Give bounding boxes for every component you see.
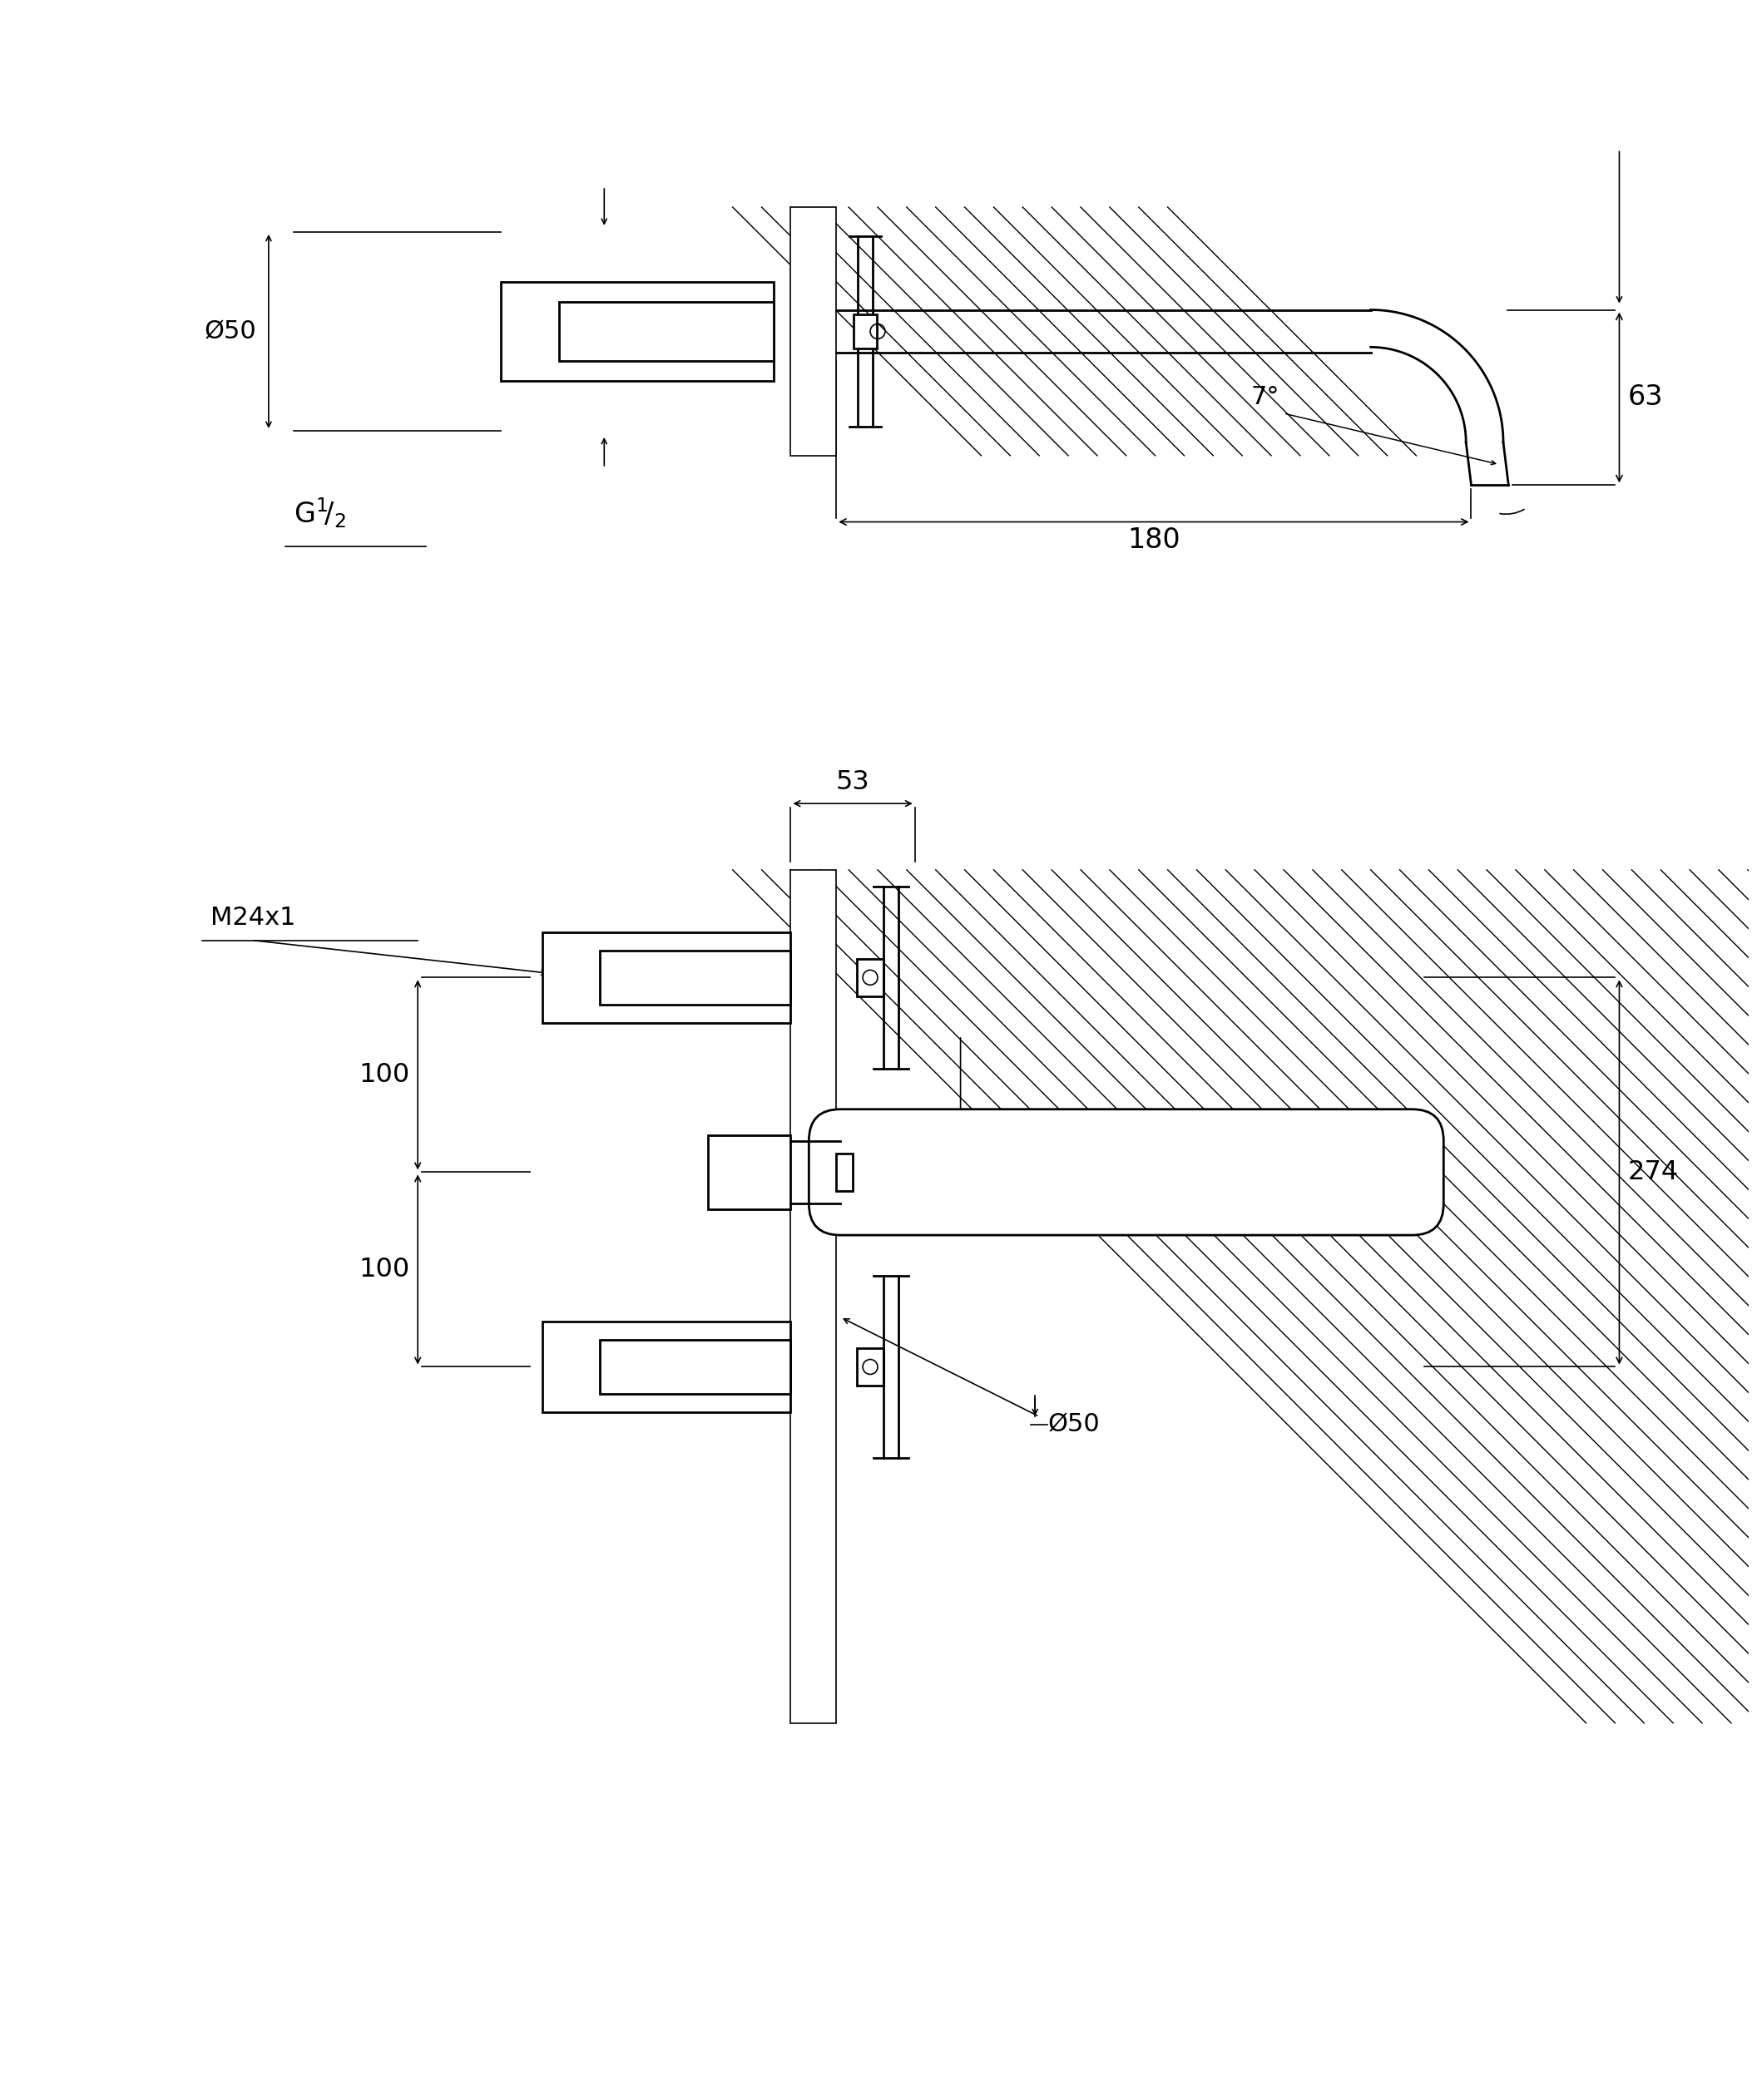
Bar [501,281,774,380]
Bar [790,869,836,1724]
Text: 100: 100 [359,1256,410,1283]
Text: 100: 100 [359,1063,410,1088]
Text: Ø50: Ø50 [1048,1413,1100,1436]
Text: 180: 180 [1127,525,1181,554]
Bar [853,315,876,349]
Bar [790,208,836,456]
Text: M24x1: M24x1 [210,905,296,930]
Bar [601,1340,790,1394]
Bar [541,932,790,1023]
Bar [541,1321,790,1413]
Bar [836,1153,853,1191]
Text: 274: 274 [1628,1159,1678,1184]
Text: 53: 53 [836,769,869,796]
Text: G$^1\!/_2$: G$^1\!/_2$ [294,496,345,529]
Text: 63: 63 [1628,384,1663,412]
Bar [559,302,774,361]
FancyBboxPatch shape [809,1109,1444,1235]
Bar [708,1134,790,1210]
Text: Ø50: Ø50 [203,319,256,344]
Bar [601,951,790,1004]
Bar [857,1348,883,1386]
Text: 7°: 7° [1251,384,1279,410]
Bar [857,960,883,995]
